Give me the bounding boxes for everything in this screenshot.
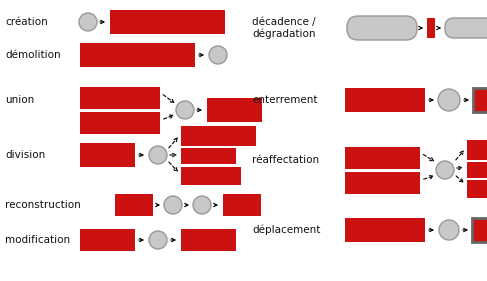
Ellipse shape [438, 89, 460, 111]
Ellipse shape [439, 220, 459, 240]
Text: décadence /
dégradation: décadence / dégradation [252, 17, 316, 39]
FancyBboxPatch shape [345, 147, 420, 169]
FancyBboxPatch shape [467, 162, 487, 178]
FancyBboxPatch shape [80, 43, 195, 67]
FancyBboxPatch shape [467, 140, 487, 160]
Ellipse shape [164, 196, 182, 214]
FancyBboxPatch shape [181, 229, 236, 251]
FancyBboxPatch shape [181, 167, 241, 185]
Ellipse shape [79, 13, 97, 31]
FancyBboxPatch shape [110, 10, 225, 34]
FancyBboxPatch shape [445, 18, 487, 38]
FancyBboxPatch shape [80, 143, 135, 167]
FancyBboxPatch shape [181, 126, 256, 146]
Text: union: union [5, 95, 34, 105]
FancyBboxPatch shape [115, 194, 153, 216]
Text: division: division [5, 150, 45, 160]
FancyBboxPatch shape [467, 180, 487, 198]
Ellipse shape [193, 196, 211, 214]
Text: modification: modification [5, 235, 70, 245]
FancyBboxPatch shape [80, 112, 160, 134]
FancyBboxPatch shape [345, 172, 420, 194]
Text: reconstruction: reconstruction [5, 200, 81, 210]
FancyBboxPatch shape [427, 18, 435, 38]
FancyBboxPatch shape [347, 16, 417, 40]
FancyBboxPatch shape [80, 229, 135, 251]
Ellipse shape [436, 161, 454, 179]
Text: création: création [5, 17, 48, 27]
FancyBboxPatch shape [472, 218, 487, 242]
Ellipse shape [149, 146, 167, 164]
FancyBboxPatch shape [80, 87, 160, 109]
FancyBboxPatch shape [207, 98, 262, 122]
Text: démolition: démolition [5, 50, 60, 60]
Text: enterrement: enterrement [252, 95, 318, 105]
FancyBboxPatch shape [181, 148, 236, 164]
Text: réaffectation: réaffectation [252, 155, 319, 165]
Text: déplacement: déplacement [252, 225, 320, 235]
FancyBboxPatch shape [345, 88, 425, 112]
Ellipse shape [149, 231, 167, 249]
FancyBboxPatch shape [473, 88, 487, 112]
Ellipse shape [176, 101, 194, 119]
FancyBboxPatch shape [223, 194, 261, 216]
FancyBboxPatch shape [345, 218, 425, 242]
Ellipse shape [209, 46, 227, 64]
